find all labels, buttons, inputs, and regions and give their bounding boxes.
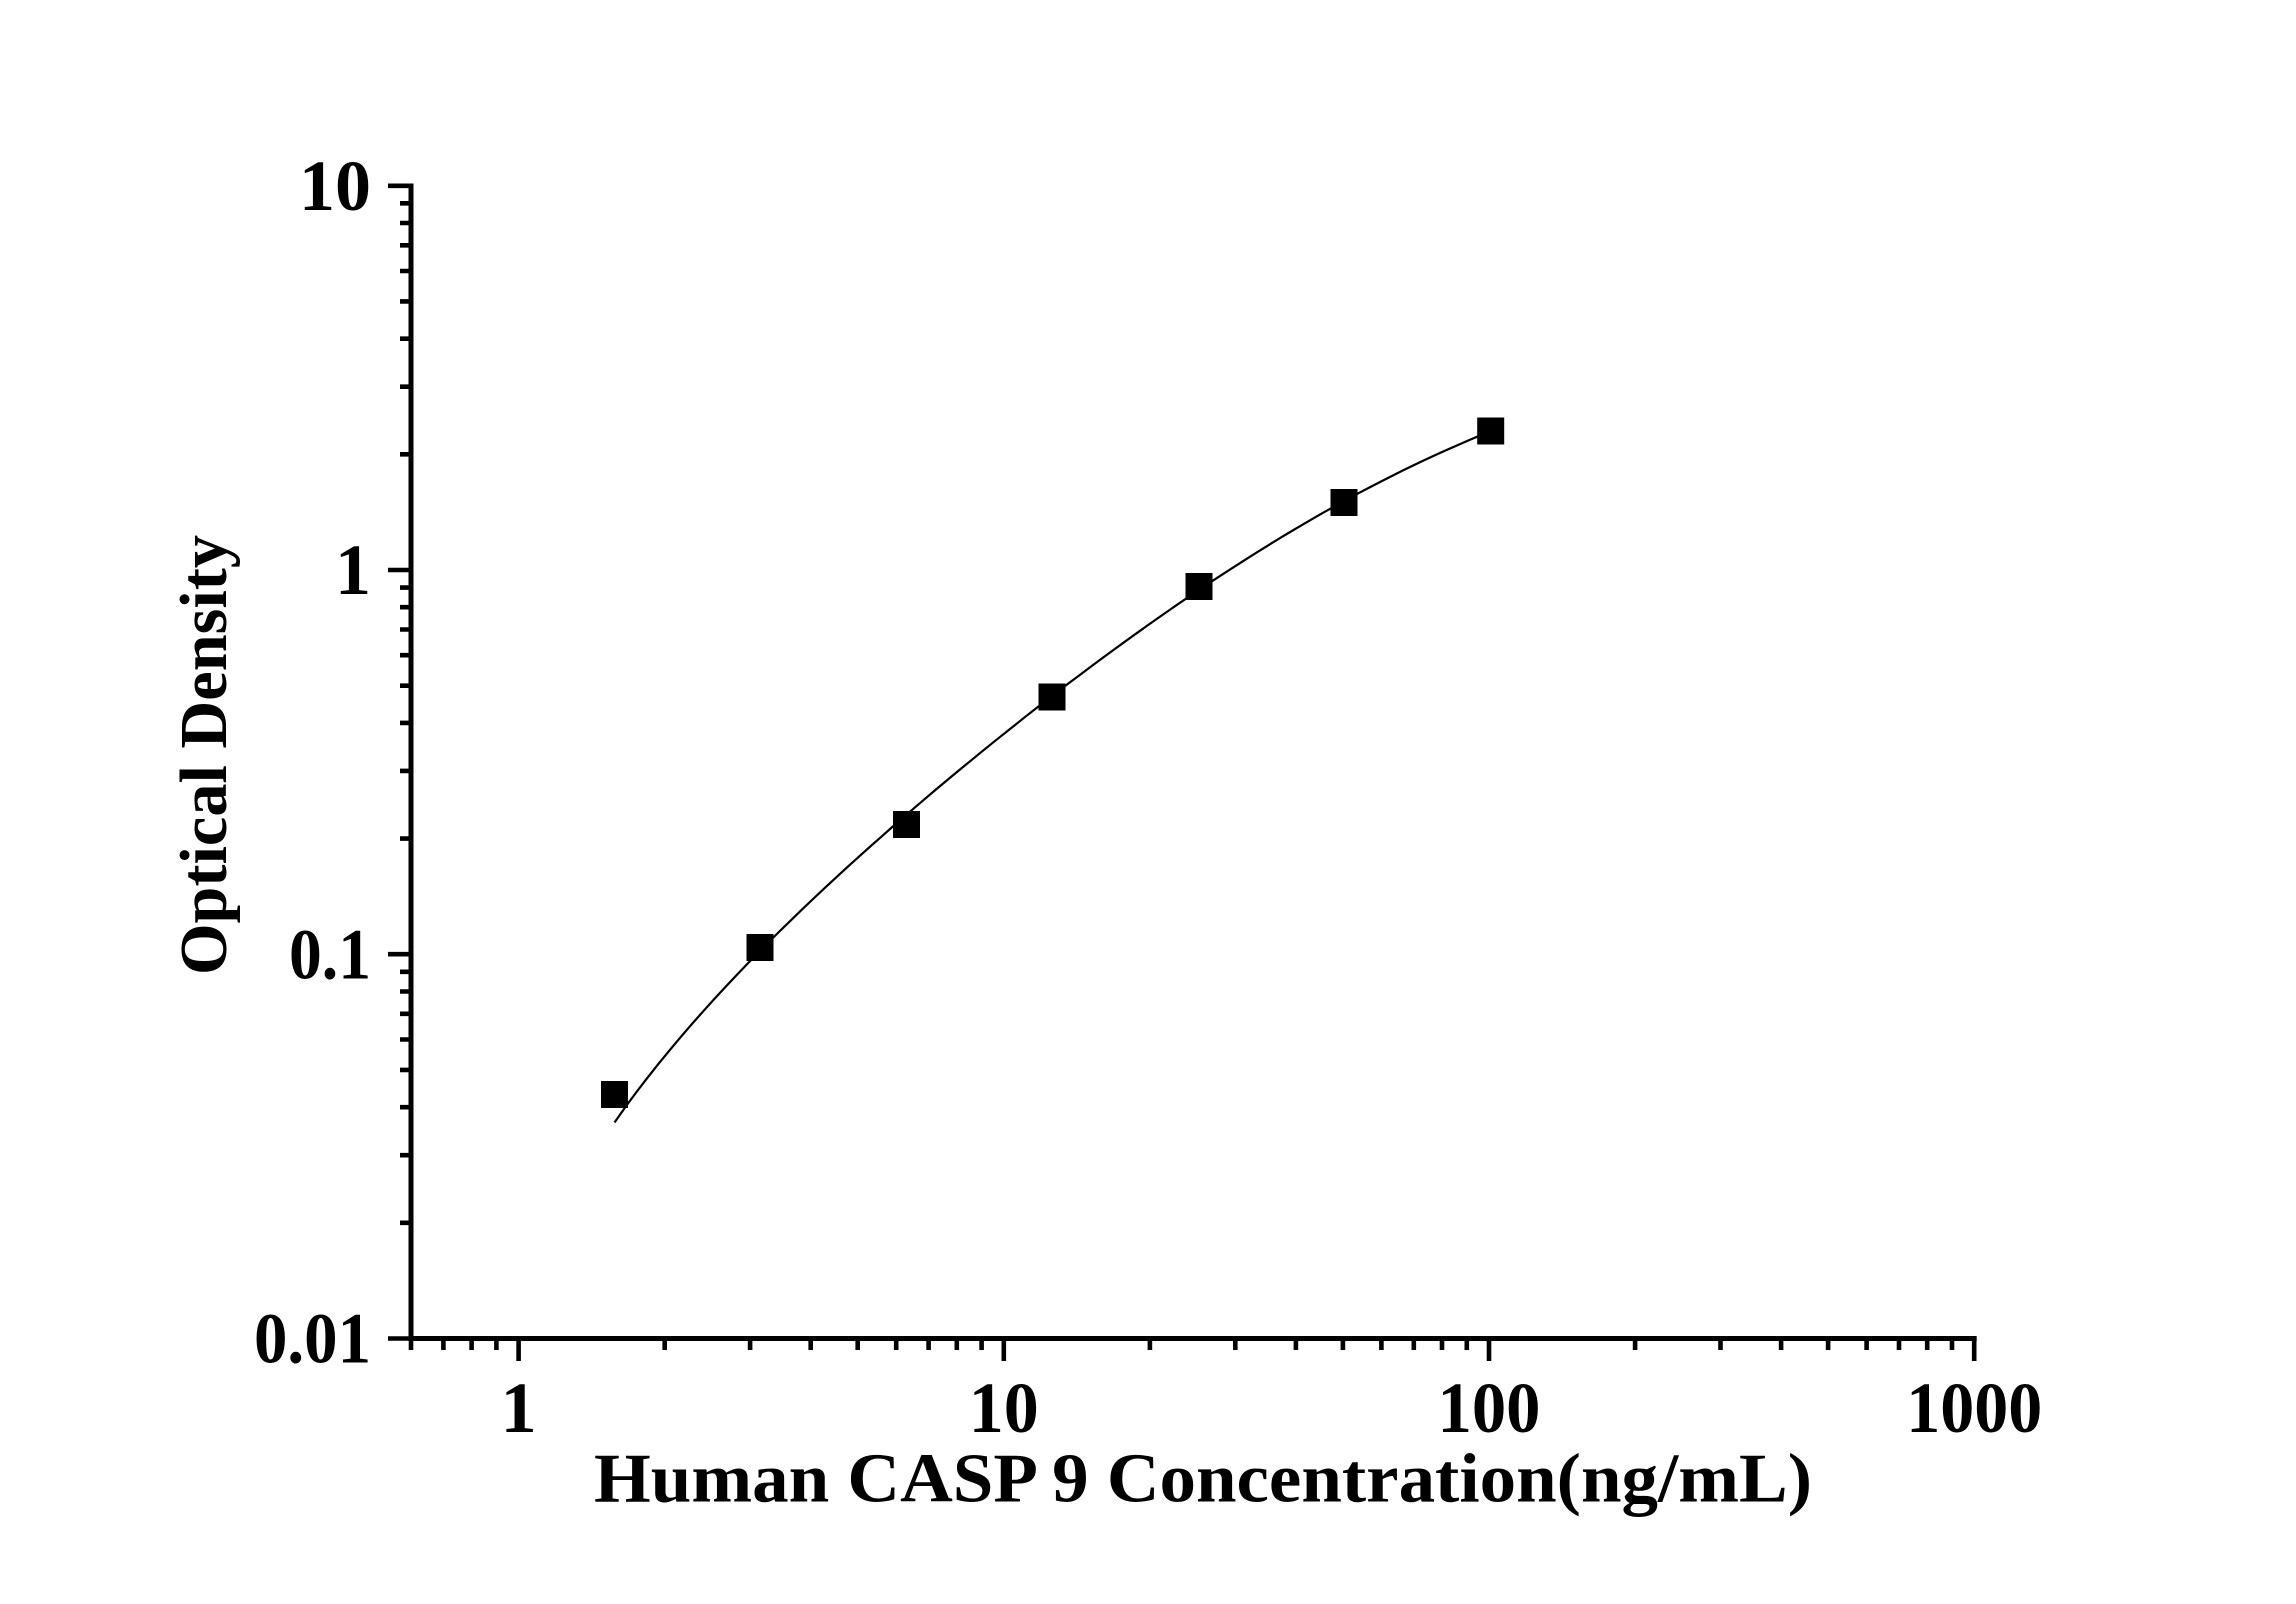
svg-text:1: 1	[335, 530, 371, 610]
svg-text:10: 10	[969, 1368, 1039, 1448]
svg-text:10: 10	[299, 146, 371, 226]
svg-text:0.01: 0.01	[254, 1299, 371, 1379]
svg-text:1000: 1000	[1906, 1368, 2042, 1448]
svg-text:0.1: 0.1	[289, 914, 371, 994]
svg-text:1: 1	[501, 1368, 537, 1448]
svg-text:Human CASP 9 Concentration(ng/: Human CASP 9 Concentration(ng/mL)	[594, 1441, 1812, 1518]
svg-text:100: 100	[1438, 1368, 1541, 1448]
svg-text:Optical Density: Optical Density	[167, 535, 241, 975]
